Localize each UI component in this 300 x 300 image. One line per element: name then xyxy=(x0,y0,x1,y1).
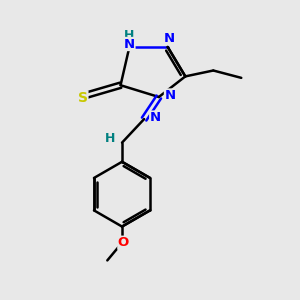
Text: N: N xyxy=(164,89,175,102)
Text: N: N xyxy=(164,32,175,45)
Text: N: N xyxy=(124,38,135,50)
Text: H: H xyxy=(124,29,135,42)
Text: S: S xyxy=(78,91,88,105)
Text: N: N xyxy=(150,111,161,124)
Text: O: O xyxy=(118,236,129,249)
Text: H: H xyxy=(104,132,115,145)
